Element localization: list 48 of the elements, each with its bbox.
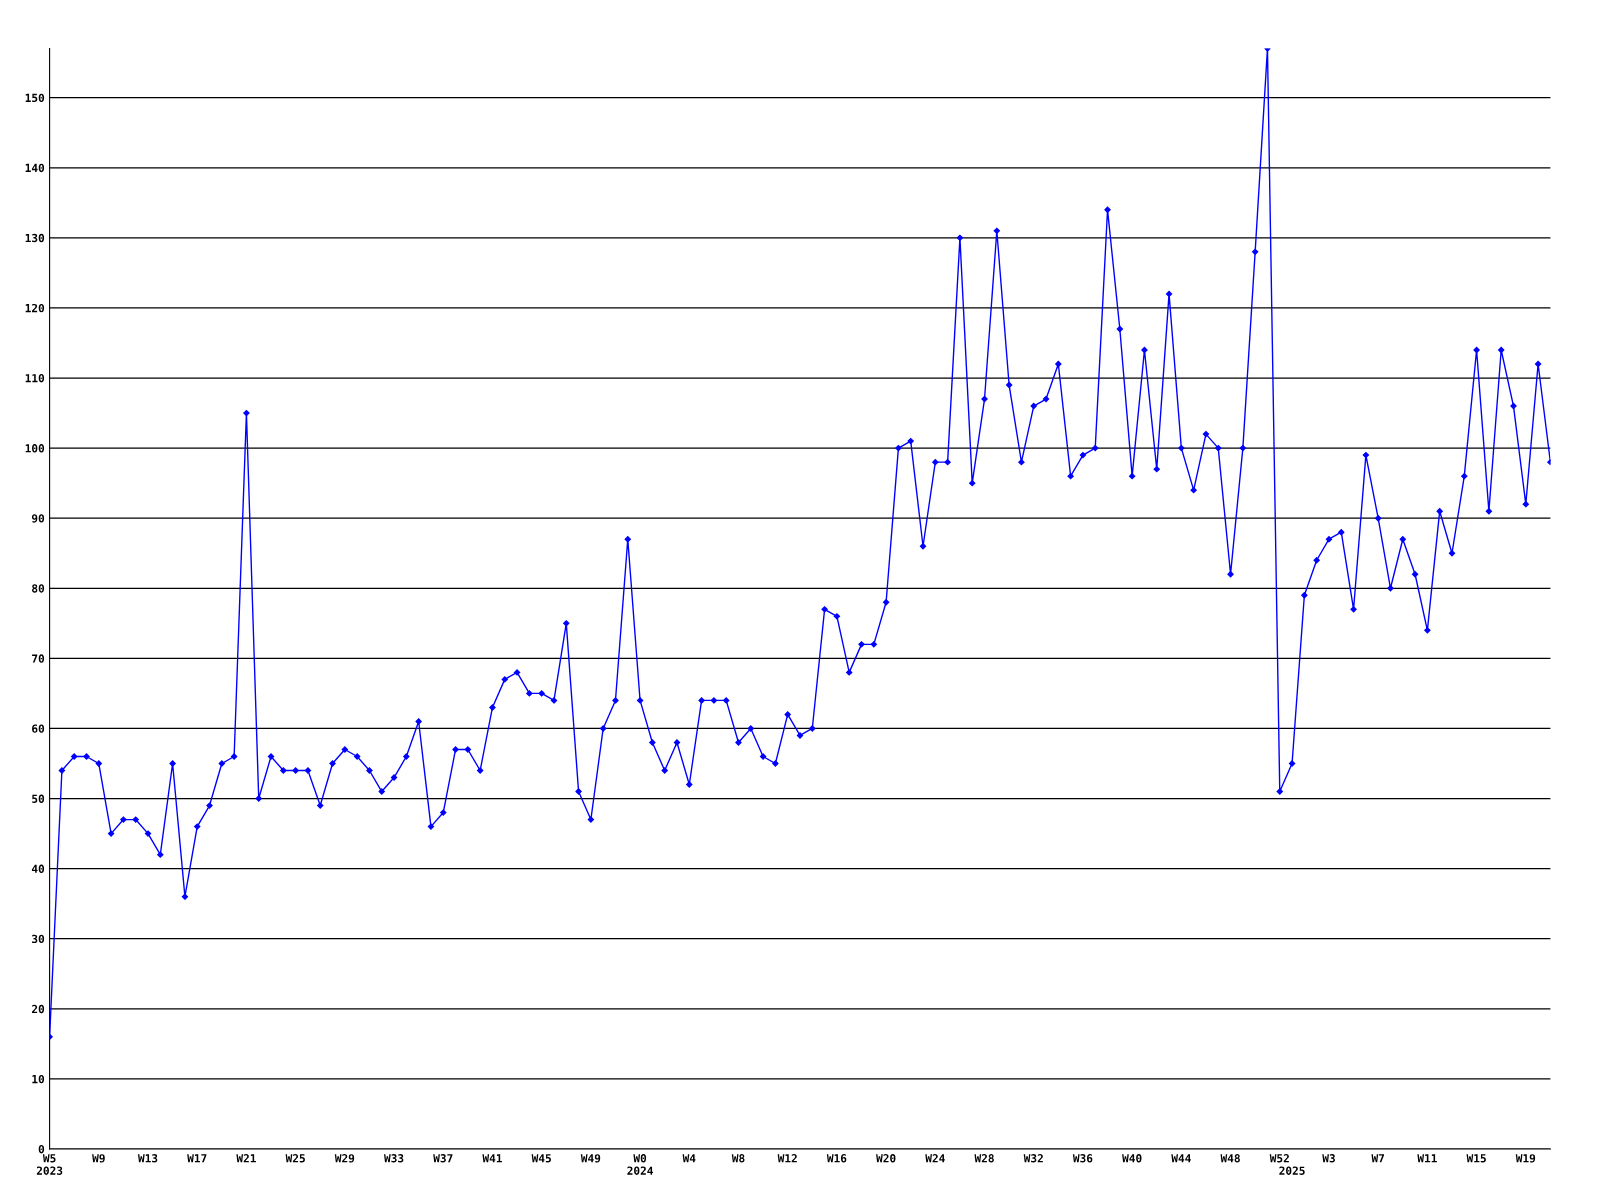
- x-tick-label: W15: [1466, 1154, 1486, 1163]
- x-tick-label: W32: [1023, 1154, 1043, 1163]
- y-tick-label: 40: [31, 864, 45, 874]
- x-tick-label: W52: [1269, 1154, 1289, 1163]
- y-tick-label: 70: [32, 654, 45, 663]
- x-tick-label: W13: [137, 1154, 158, 1163]
- x-tick-label: W45: [531, 1154, 551, 1163]
- y-tick-label: 110: [25, 373, 45, 383]
- x-tick-label: W48: [1220, 1154, 1240, 1163]
- x-tick-label: W28: [974, 1154, 994, 1163]
- x-tick-label: W9: [92, 1154, 105, 1163]
- x-tick-label: W12: [777, 1154, 797, 1163]
- y-tick-label: 0: [38, 1144, 45, 1154]
- x-tick-label: W41: [482, 1154, 502, 1163]
- y-tick-label: 100: [25, 444, 45, 453]
- x-tick-label: W7: [1371, 1154, 1385, 1163]
- x-tick-label: W37: [433, 1154, 453, 1163]
- x-tick-label: W20: [876, 1154, 896, 1163]
- x-tick-label: W3: [1322, 1154, 1335, 1163]
- x-tick-label: W4: [682, 1154, 696, 1163]
- x-tick-label: W5 2023: [36, 1154, 63, 1175]
- y-tick-label: 120: [25, 303, 45, 313]
- x-tick-label: 2025: [1279, 1166, 1305, 1175]
- x-tick-label: W8: [731, 1154, 745, 1163]
- x-tick-label: W49: [580, 1154, 601, 1163]
- y-tick-label: 50: [32, 794, 45, 803]
- x-tick-label: W25: [285, 1154, 305, 1163]
- x-tick-label: W29: [334, 1154, 355, 1163]
- y-tick-label: 130: [25, 233, 45, 243]
- x-tick-label: W33: [384, 1154, 404, 1163]
- y-tick-label: 10: [32, 1074, 45, 1084]
- x-tick-label: W21: [236, 1154, 256, 1163]
- x-tick-label: W19: [1515, 1154, 1536, 1163]
- x-tick-label: W16: [826, 1154, 847, 1163]
- y-tick-label: 80: [32, 584, 45, 593]
- x-tick-label: W40: [1122, 1154, 1142, 1163]
- x-tick-label: W24: [925, 1154, 945, 1163]
- y-tick-label: 150: [25, 93, 45, 103]
- y-tick-label: 140: [25, 163, 45, 173]
- x-tick-label: W0 2024: [627, 1154, 653, 1175]
- x-tick-label: W44: [1171, 1154, 1191, 1163]
- x-tick-label: W17: [187, 1154, 207, 1163]
- y-tick-label: 30: [32, 934, 45, 944]
- y-tick-label: 20: [31, 1004, 45, 1014]
- x-tick-label: W11: [1417, 1154, 1437, 1163]
- y-tick-label: 60: [32, 724, 45, 733]
- x-tick-label: W36: [1072, 1154, 1093, 1163]
- y-tick-label: 90: [31, 514, 45, 523]
